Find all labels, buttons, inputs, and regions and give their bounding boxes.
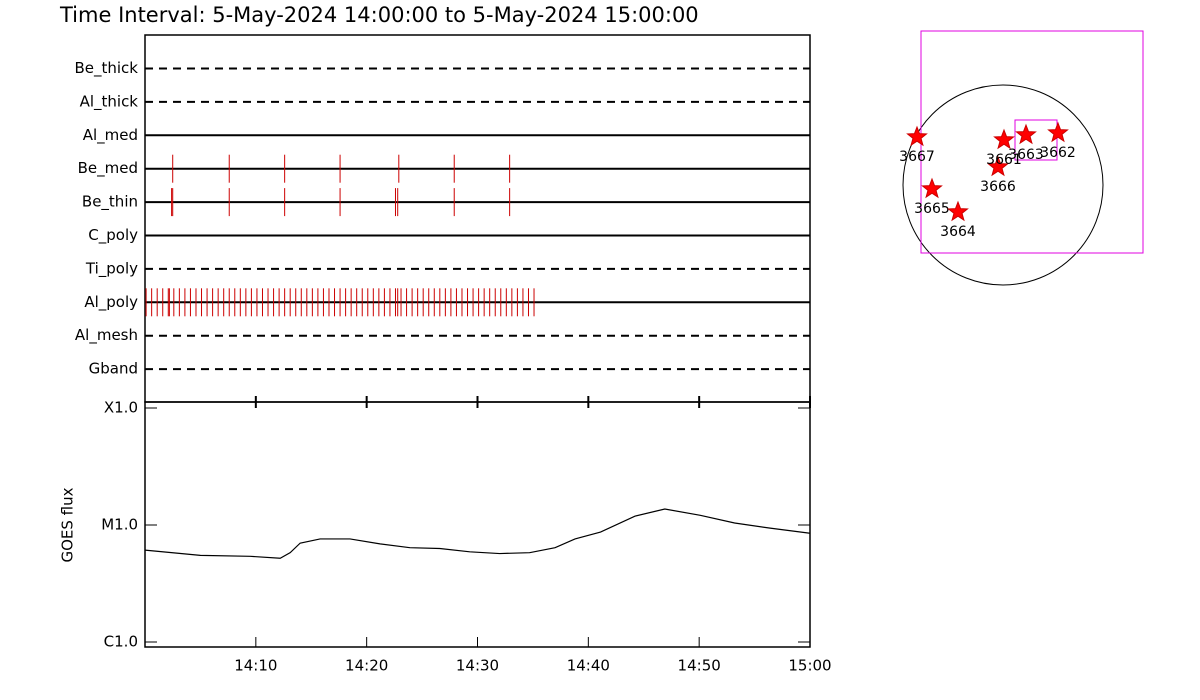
row-label: Al_poly: [84, 293, 138, 312]
goes-line: [144, 508, 811, 559]
y-axis-label: GOES flux: [59, 487, 77, 562]
row-label: Be_thick: [74, 59, 138, 78]
solar-disk: [902, 84, 1104, 286]
region-star: [1047, 121, 1069, 143]
region-star: [987, 155, 1009, 177]
region-star: [1015, 123, 1037, 145]
region-label: 3661: [986, 152, 1022, 168]
region-star: [906, 125, 928, 147]
region-label: 3665: [914, 201, 950, 217]
region-star: [947, 200, 969, 222]
region-label: 3663: [1008, 147, 1044, 163]
region-label: 3664: [940, 224, 976, 240]
region-label: 3666: [980, 179, 1016, 195]
row-label: Ti_poly: [85, 259, 138, 278]
row-label: C_poly: [88, 226, 138, 245]
y-tick-label: C1.0: [104, 633, 138, 651]
x-tick-label: 14:20: [345, 657, 388, 675]
row-label: Al_med: [83, 126, 138, 145]
row-label: Be_thin: [82, 193, 138, 212]
x-tick-label: 15:00: [788, 657, 831, 675]
x-tick-label: 14:40: [567, 657, 610, 675]
row-label: Al_thick: [80, 92, 139, 111]
page-title: Time Interval: 5-May-2024 14:00:00 to 5-…: [59, 3, 699, 27]
y-tick-label: M1.0: [101, 516, 138, 534]
x-tick-label: 14:30: [456, 657, 499, 675]
fov-box-small: [1014, 119, 1058, 161]
region-star: [921, 177, 943, 199]
region-star: [993, 128, 1015, 150]
x-tick-label: 14:50: [678, 657, 721, 675]
goes-frame: [144, 401, 811, 648]
region-label: 3667: [899, 149, 935, 165]
row-label: Be_med: [78, 159, 138, 178]
y-tick-label: X1.0: [104, 399, 138, 417]
row-label: Gband: [89, 360, 138, 378]
region-label: 3662: [1040, 145, 1076, 161]
x-tick-label: 14:10: [234, 657, 277, 675]
timeline-frame: [144, 34, 811, 403]
row-label: Al_mesh: [75, 326, 138, 345]
